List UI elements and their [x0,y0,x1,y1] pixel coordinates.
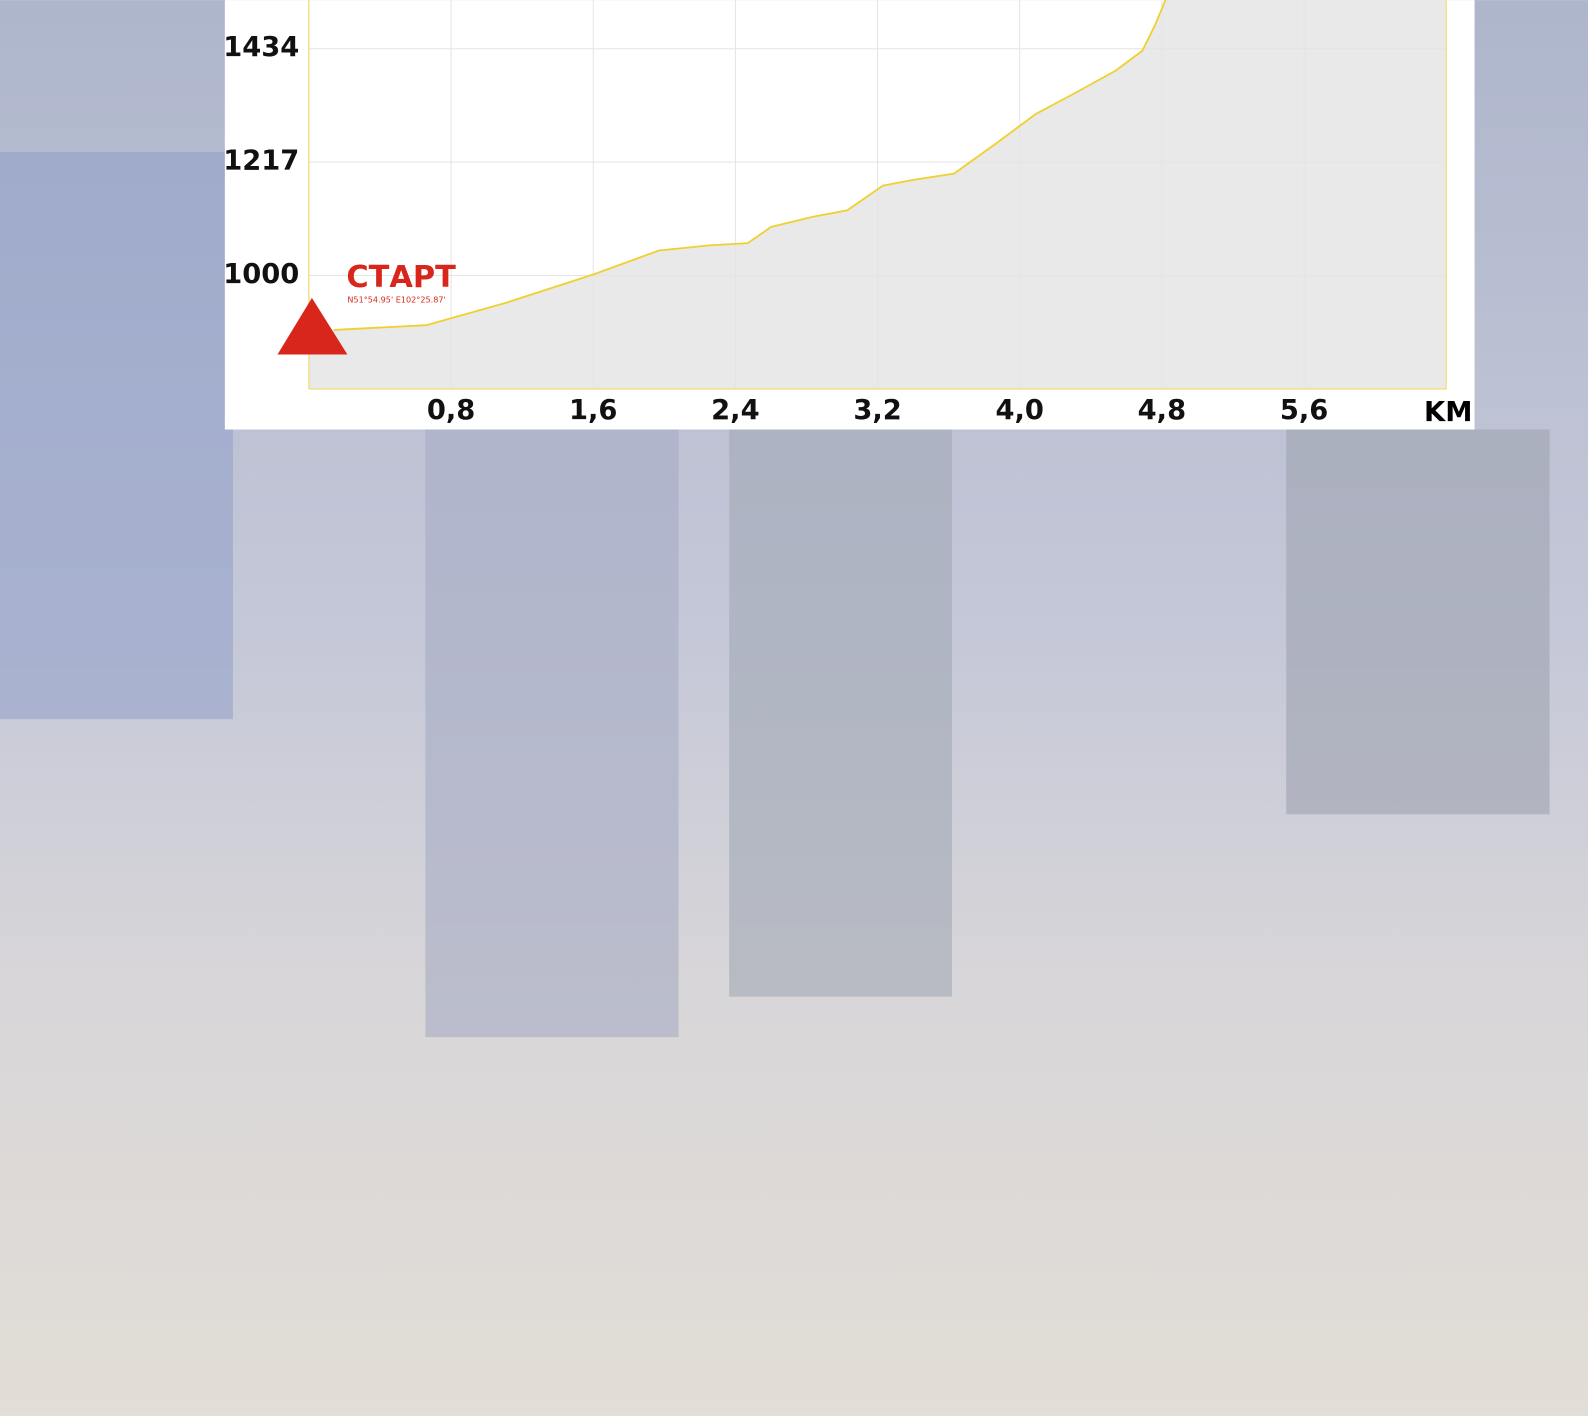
x-tick-label: 2,4 [711,395,759,426]
photo-figure [0,152,233,719]
x-tick-label: 3,2 [853,395,901,426]
start-label: СТАРТ [346,260,456,295]
chart: СТАРТ N51°54.95' E102°25.87' KM 1000 1217… [0,0,1588,1416]
x-tick-label: 4,0 [996,395,1044,426]
photo-figure [729,429,952,996]
photo-figure [425,429,678,1037]
x-tick-label: 5,6 [1280,395,1328,426]
y-tick-label: 1434 [223,32,299,63]
start-coordinates: N51°54.95' E102°25.87' [347,294,445,304]
y-tick-label: 1000 [223,259,299,290]
x-tick-label: 0,8 [427,395,475,426]
x-axis-label: KM [1424,397,1472,428]
x-tick-label: 1,6 [569,395,617,426]
y-tick-label: 1217 [223,146,299,177]
photo-figure [1286,429,1549,814]
page: СТАРТ N51°54.95' E102°25.87' KM 1000 1217… [0,0,1588,1416]
x-tick-label: 4,8 [1138,395,1186,426]
